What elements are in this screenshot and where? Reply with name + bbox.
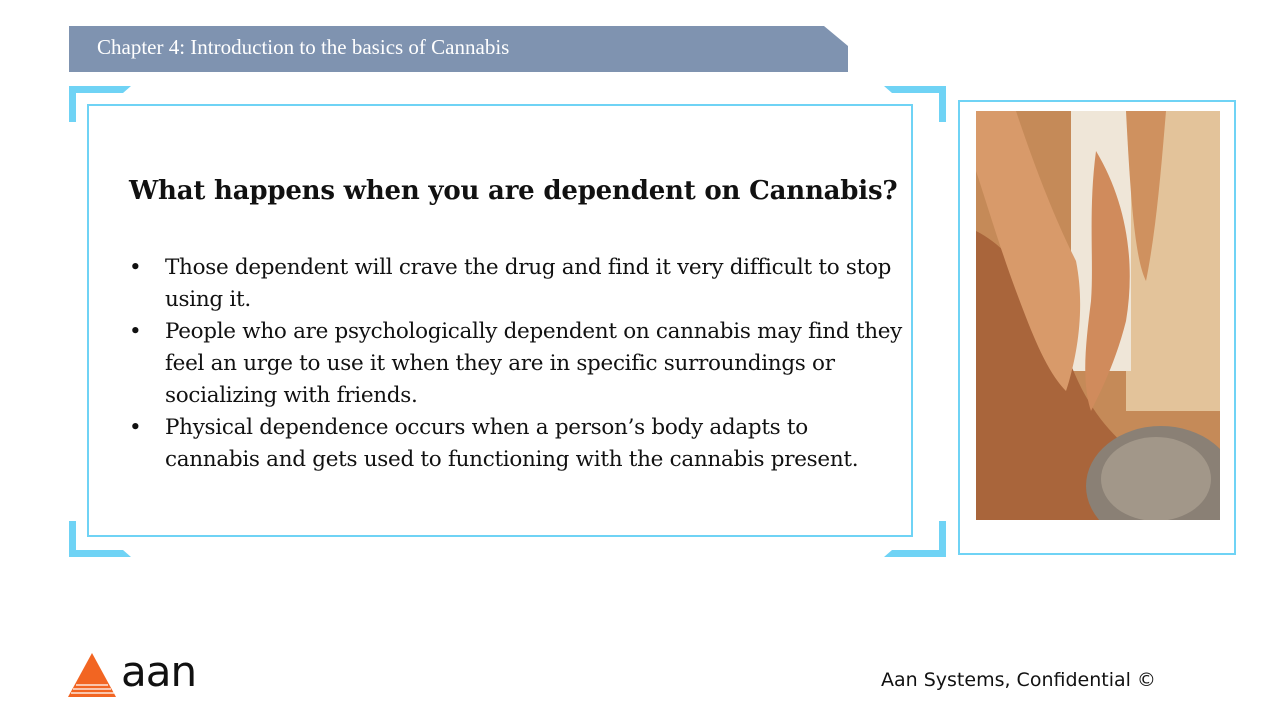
slide-heading: What happens when you are dependent on C…: [129, 176, 899, 206]
text-box: What happens when you are dependent on C…: [87, 104, 913, 537]
bullet-item: Those dependent will crave the drug and …: [129, 252, 909, 316]
bullet-item: People who are psychologically dependent…: [129, 316, 909, 412]
bullet-list: Those dependent will crave the drug and …: [129, 252, 909, 476]
chapter-banner: Chapter 4: Introduction to the basics of…: [69, 26, 848, 72]
aan-logo: aan: [68, 653, 193, 699]
chapter-title: Chapter 4: Introduction to the basics of…: [97, 35, 509, 60]
logo-text: aan: [121, 647, 196, 696]
confidential-note: Aan Systems, Confidential ©: [881, 669, 1156, 691]
logo-triangle-icon: [68, 653, 118, 699]
bullet-item: Physical dependence occurs when a person…: [129, 412, 909, 476]
massage-photo-icon: [976, 111, 1220, 520]
massage-photo: [976, 111, 1220, 520]
